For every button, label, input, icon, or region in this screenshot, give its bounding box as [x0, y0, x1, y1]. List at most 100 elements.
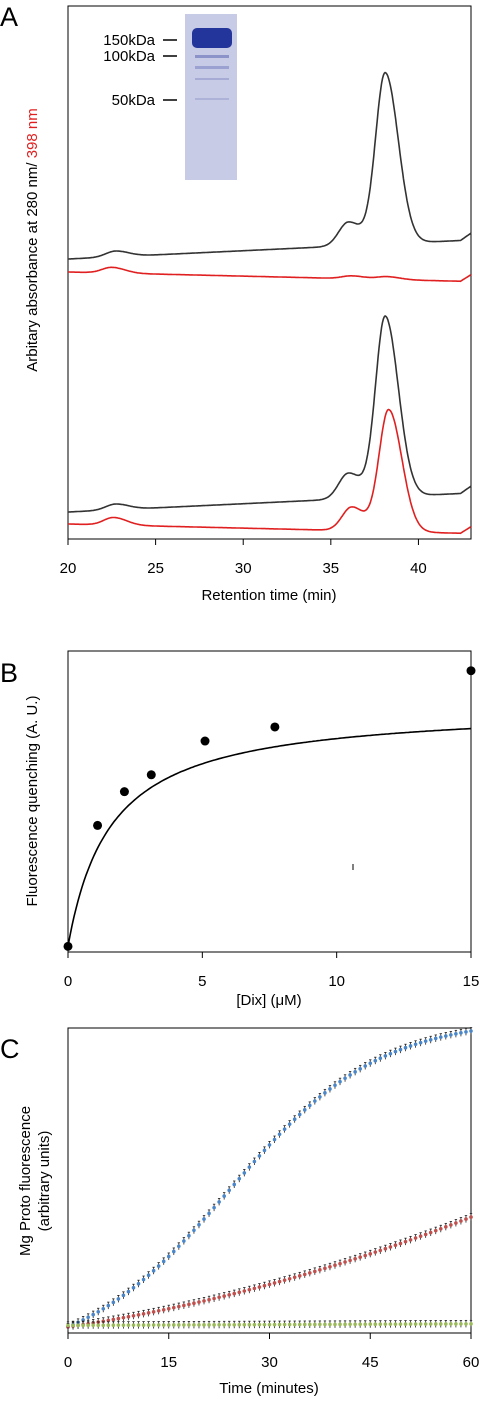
data-point [338, 1261, 342, 1266]
gel-band [195, 98, 229, 100]
data-point [358, 1255, 362, 1259]
data-point [227, 1293, 231, 1297]
kinetics-series [66, 1027, 473, 1331]
panel-b: 0 5 10 15 [Dix] (μM) Fluorescence quenching… [24, 650, 480, 1009]
panel-label-a: A [0, 2, 18, 32]
data-point [237, 1290, 242, 1295]
data-point [146, 770, 156, 780]
data-point [328, 1264, 332, 1269]
data-point [333, 1263, 337, 1268]
data-point [177, 1244, 181, 1249]
data-point [343, 1076, 347, 1081]
data-point [292, 1322, 297, 1327]
blue-series [66, 1027, 473, 1331]
data-point [252, 1286, 257, 1291]
data-point [272, 1322, 277, 1327]
data-point [131, 1313, 136, 1318]
panel-a-ylabel: Arbitary absorbance at 280 nm/ 398 nm [24, 108, 41, 372]
data-point [247, 1322, 252, 1327]
data-point [247, 1165, 252, 1169]
data-point [171, 1323, 176, 1327]
data-point [212, 1323, 216, 1327]
data-point [449, 1223, 453, 1227]
data-point [86, 1315, 90, 1320]
data-point [116, 1297, 121, 1301]
x-tick-label: 20 [60, 560, 77, 577]
data-point [111, 1323, 116, 1328]
panel-a: 20 25 30 35 40 Retention time (min) Arbitary… [24, 5, 472, 604]
data-point [393, 1322, 398, 1326]
data-point [126, 1289, 131, 1294]
data-point [328, 1087, 332, 1091]
panel-c-ylabel-line1: Mg Proto fluorescence [17, 1106, 34, 1256]
data-point [111, 1317, 116, 1322]
panel-label-b: B [0, 658, 18, 688]
panel-label-c: C [0, 1034, 20, 1064]
green-series [66, 1319, 473, 1329]
data-point [287, 1322, 292, 1327]
data-point [438, 1226, 443, 1231]
data-point [363, 1064, 368, 1068]
data-point [267, 1322, 272, 1327]
data-point [192, 1301, 196, 1306]
data-point [459, 1219, 463, 1223]
panel-c-xlabel: Time (minutes) [219, 1380, 318, 1397]
data-point [217, 1200, 221, 1204]
data-point [423, 1322, 428, 1326]
data-point [192, 1228, 196, 1233]
data-point [166, 1306, 171, 1311]
data-point [403, 1322, 408, 1326]
data-point [292, 1117, 297, 1122]
data-point [217, 1323, 221, 1327]
data-point [338, 1322, 342, 1327]
data-point [161, 1307, 166, 1312]
data-point [398, 1322, 403, 1326]
data-point [277, 1132, 282, 1137]
data-point [91, 1312, 95, 1317]
data-point [313, 1099, 317, 1103]
data-point [449, 1033, 453, 1037]
data-point [171, 1249, 176, 1254]
panel-c: 0 15 30 45 60 Time (minutes) Mg Proto fluore… [17, 1027, 479, 1397]
data-point [222, 1194, 226, 1198]
trace-bottom-280 [68, 315, 472, 513]
data-point [222, 1294, 226, 1298]
data-point [71, 1323, 75, 1328]
gel-band [195, 66, 229, 69]
data-point [328, 1322, 332, 1327]
data-point [454, 1221, 458, 1225]
data-point [126, 1323, 131, 1327]
data-point [373, 1250, 378, 1254]
data-point [343, 1322, 347, 1327]
data-point [257, 1322, 262, 1327]
data-point [161, 1259, 166, 1264]
red-series [66, 1213, 473, 1331]
data-point [454, 1032, 458, 1036]
data-point [373, 1322, 378, 1327]
panel-a-ylabel-398: 398 nm [24, 108, 41, 158]
data-point [257, 1154, 262, 1158]
data-point [267, 1143, 272, 1147]
x-tick-label: 10 [328, 973, 345, 990]
data-point [119, 787, 129, 797]
data-point [262, 1148, 267, 1153]
data-point [187, 1302, 191, 1307]
binding-fit-curve [67, 727, 472, 947]
data-point [363, 1253, 368, 1258]
data-point [368, 1252, 373, 1256]
x-tick-label: 15 [463, 973, 480, 990]
data-point [126, 1314, 131, 1319]
data-point [252, 1159, 257, 1164]
data-point [232, 1182, 237, 1187]
data-point [318, 1322, 322, 1327]
data-point [232, 1322, 237, 1327]
data-point [373, 1058, 378, 1063]
data-point [363, 1322, 368, 1327]
data-point [393, 1049, 398, 1054]
data-point [358, 1322, 362, 1327]
data-point [459, 1322, 463, 1326]
data-point [444, 1225, 448, 1229]
panel-c-xticks: 0 15 30 45 60 [64, 1333, 479, 1371]
x-tick-label: 0 [64, 973, 72, 990]
data-point [464, 1322, 468, 1326]
